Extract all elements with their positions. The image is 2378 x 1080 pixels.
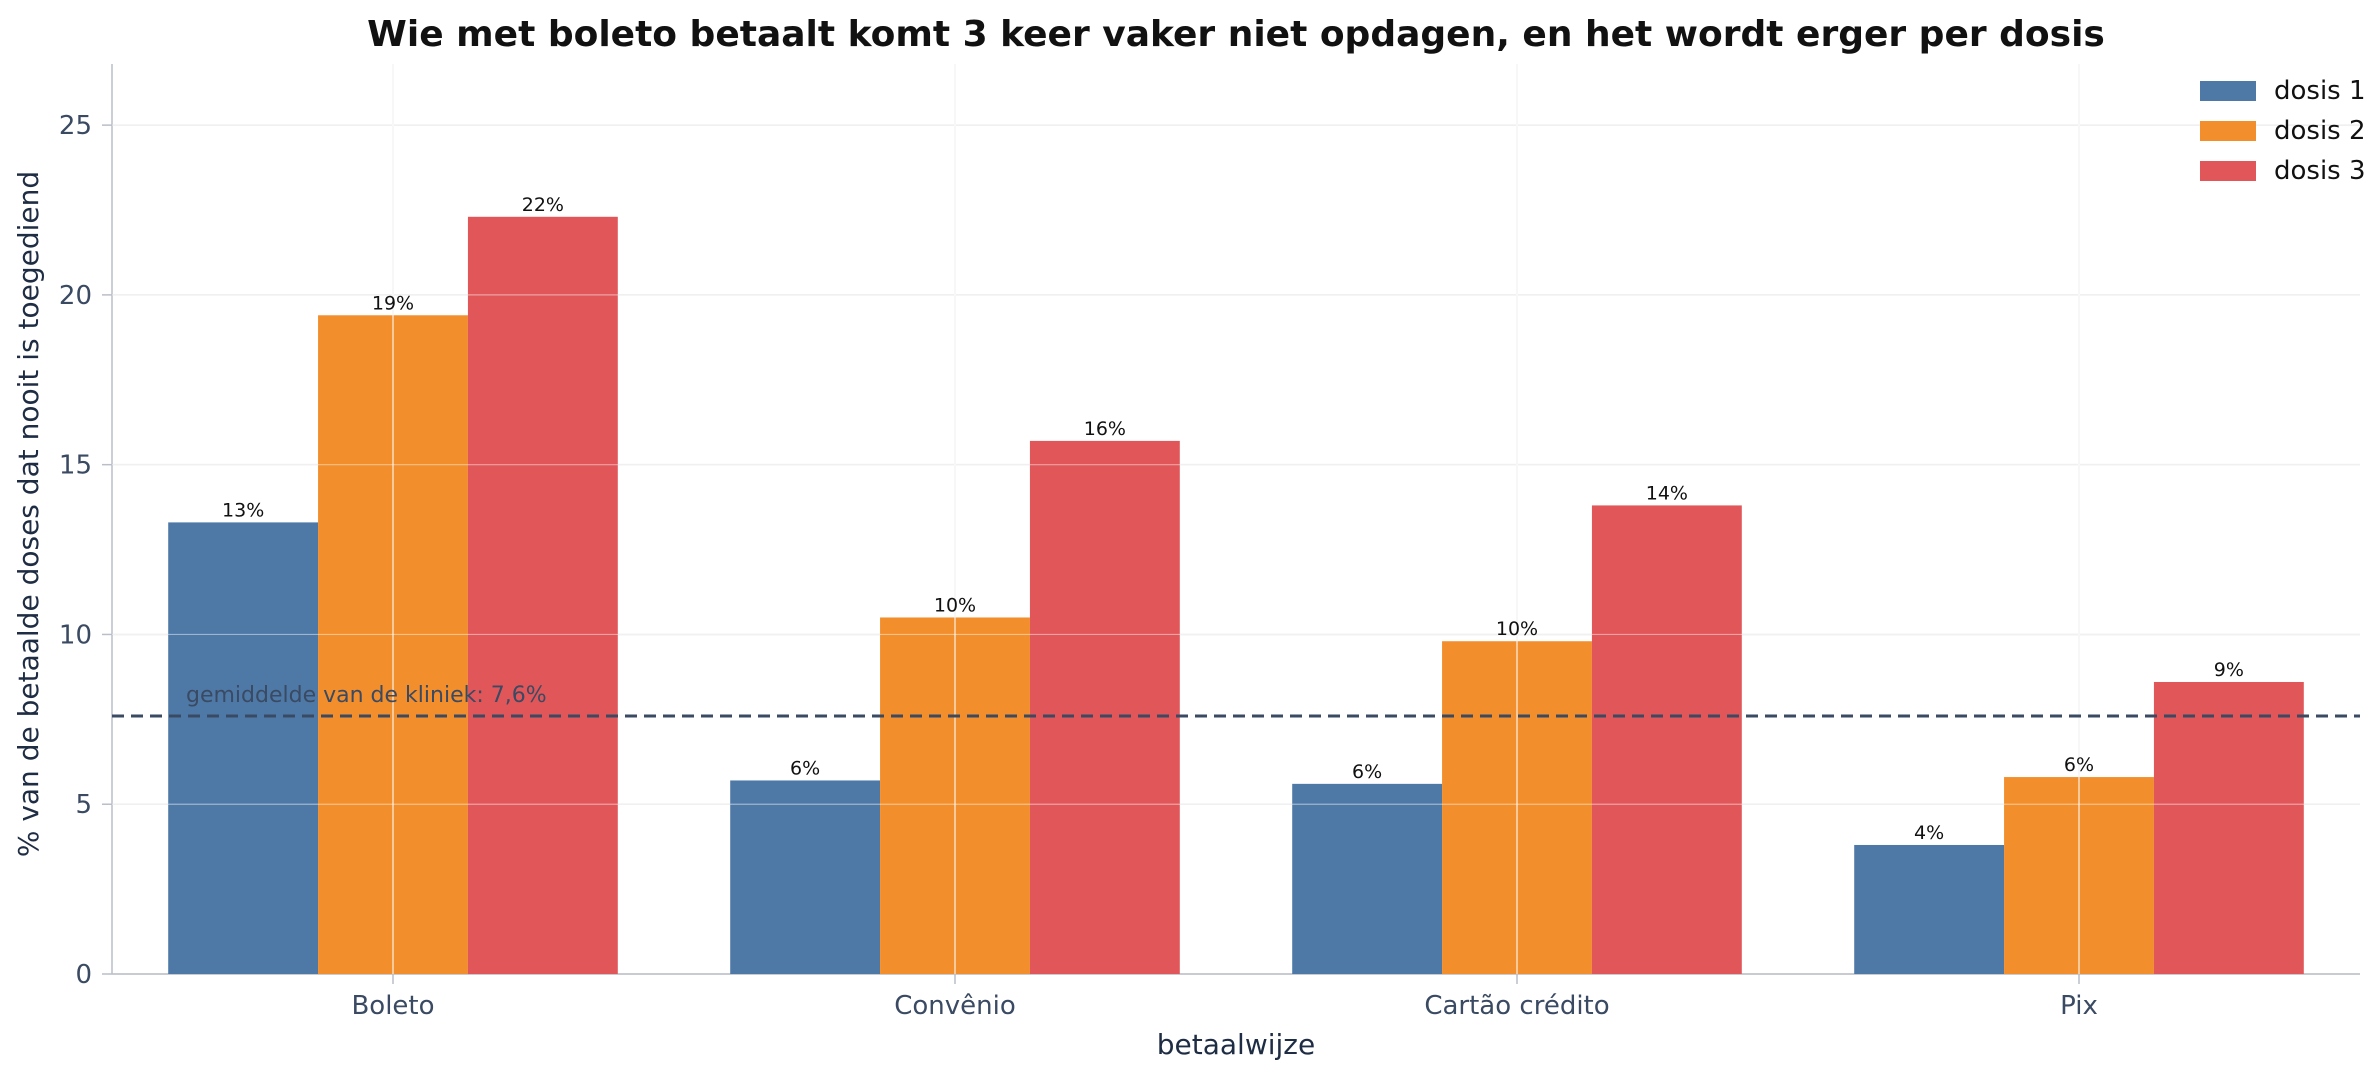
y-tick-label: 25 <box>59 111 92 141</box>
reference-line-label: gemiddelde van de kliniek: 7,6% <box>186 683 547 708</box>
x-tick-label: Boleto <box>351 991 434 1021</box>
bar-value-label: 6% <box>2064 754 2094 776</box>
legend-swatch <box>2200 161 2256 181</box>
bar-value-label: 14% <box>1646 482 1688 504</box>
y-tick-label: 5 <box>75 790 92 820</box>
y-tick-label: 15 <box>59 451 92 481</box>
bar <box>1292 783 1443 974</box>
x-tick-label: Convênio <box>894 991 1016 1021</box>
bar-value-label: 10% <box>934 594 976 616</box>
legend-label: dosis 3 <box>2274 156 2366 186</box>
legend: dosis 1 dosis 2 dosis 3 <box>2200 76 2366 186</box>
y-axis-title: % van de betaalde doses dat nooit is toe… <box>12 171 45 857</box>
x-axis-title: betaalwijze <box>1157 1028 1315 1061</box>
legend-swatch <box>2200 121 2256 141</box>
bar-value-label: 19% <box>372 292 414 314</box>
data-labels: 13% 19% 22% 6% 10% 16% 6% 10% 14% 4% 6% 9% <box>222 194 2244 844</box>
legend-label: dosis 2 <box>2274 116 2366 146</box>
chart-title: Wie met boleto betaalt komt 3 keer vaker… <box>367 14 2105 55</box>
bar <box>1591 505 1742 974</box>
y-tick-label: 20 <box>59 281 92 311</box>
y-tick-label: 0 <box>75 960 92 990</box>
bar <box>730 780 881 974</box>
bar-value-label: 9% <box>2214 659 2244 681</box>
bar <box>168 522 319 974</box>
legend-label: dosis 1 <box>2274 76 2366 106</box>
x-tick-label: Cartão crédito <box>1424 991 1609 1021</box>
bar <box>467 216 618 974</box>
bar <box>2153 681 2304 974</box>
bar-value-label: 10% <box>1496 618 1538 640</box>
bar-value-label: 13% <box>222 499 264 521</box>
x-tick-label: Pix <box>2060 991 2098 1021</box>
axes: 0 5 10 15 20 25 Boleto Convênio Cartão crédito Pi… <box>59 64 2360 1021</box>
bars <box>112 64 2360 975</box>
y-tick-label: 10 <box>59 620 92 650</box>
bar-value-label: 6% <box>1352 761 1382 783</box>
reference-line-group: gemiddelde van de kliniek: 7,6% <box>112 683 2360 718</box>
bar-value-label: 16% <box>1084 418 1126 440</box>
bar-value-label: 6% <box>790 757 820 779</box>
bar-value-label: 22% <box>522 194 564 216</box>
legend-swatch <box>2200 81 2256 101</box>
bar <box>1029 440 1180 975</box>
bar <box>1854 844 2005 974</box>
bar-value-label: 4% <box>1914 822 1944 844</box>
